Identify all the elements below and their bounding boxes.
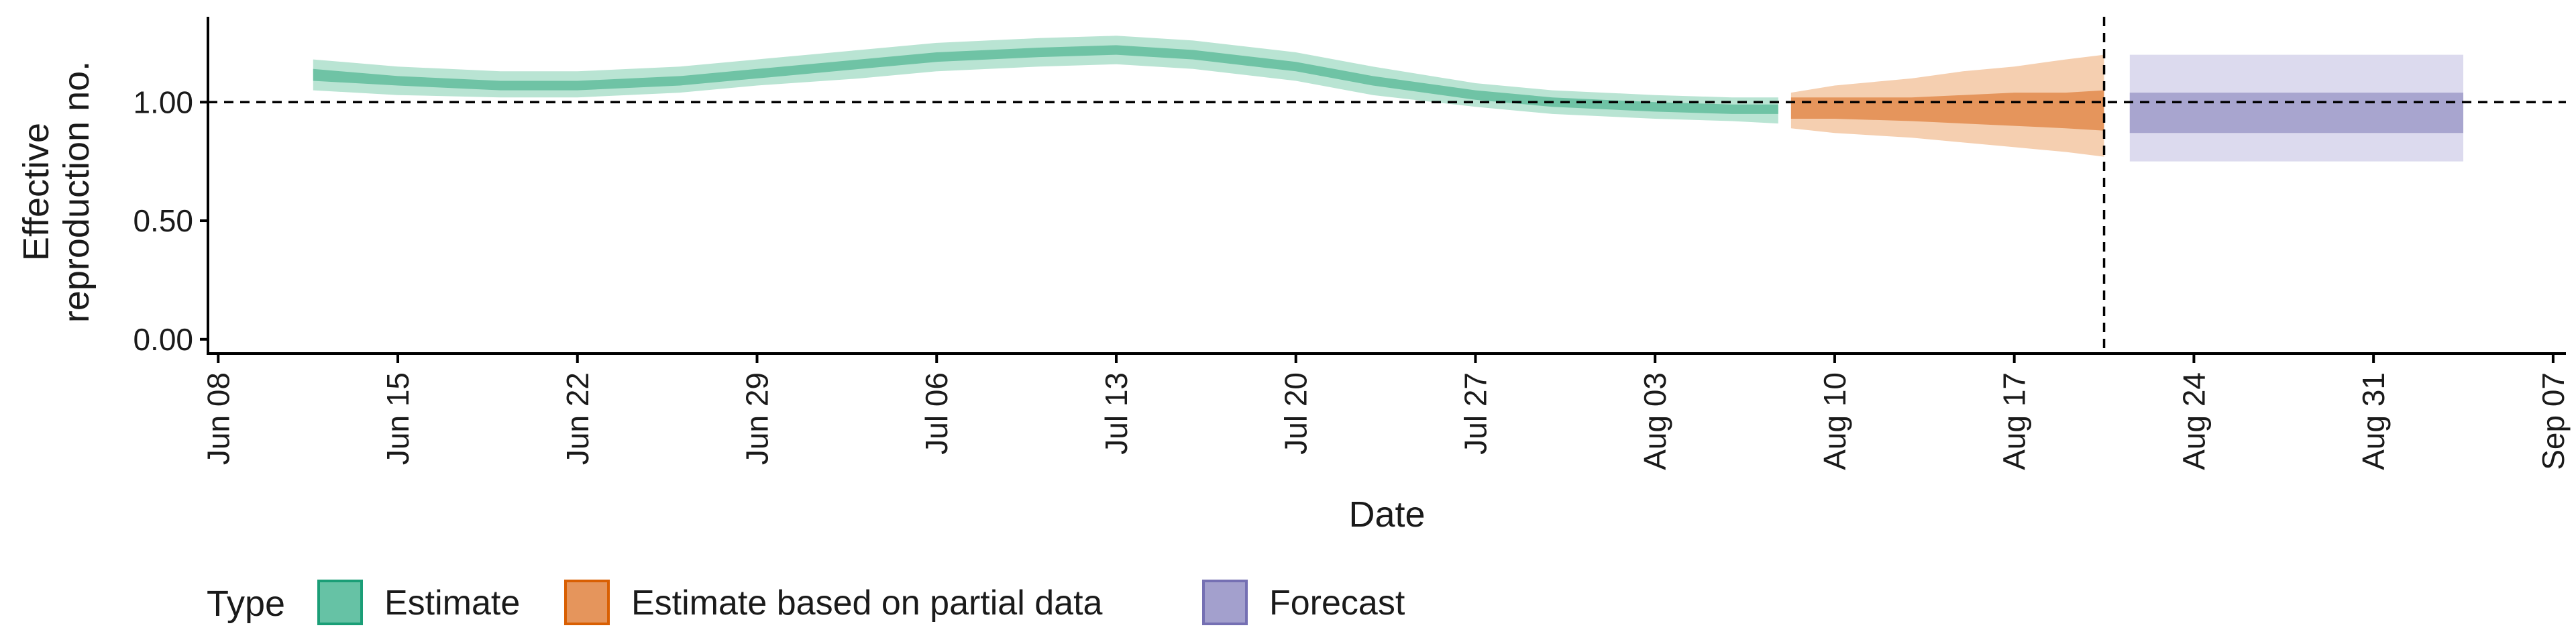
y-tick-label: 1.00	[133, 85, 193, 119]
ribbon-layer	[313, 36, 2463, 162]
x-tick-label: Jul 20	[1279, 372, 1313, 455]
x-tick-label: Jun 15	[380, 372, 415, 465]
y-axis-title-line-2: reproduction no.	[56, 61, 97, 323]
ticks-layer: 0.00 0.50 1.00 Jun 08 Jun 15 Jun 22 Jun 29 Jul …	[133, 85, 2570, 470]
x-tick-label: Aug 31	[2356, 372, 2391, 470]
estimate-based-on-partial-data-ribbon-50	[1790, 90, 2104, 131]
legend: Type Estimate Estimate based on partial d…	[207, 580, 1405, 625]
x-tick-label: Aug 17	[1997, 372, 2032, 470]
x-tick-label: Jun 29	[740, 372, 775, 465]
legend-key-forecast	[1202, 580, 1248, 625]
reference-lines-layer	[208, 17, 2566, 354]
x-tick-label: Jul 27	[1458, 372, 1493, 455]
axes-layer	[207, 17, 2566, 355]
x-axis-title: Date	[1348, 494, 1425, 535]
legend-label-estimate-based-on-partial-data: Estimate based on partial data	[631, 584, 1103, 623]
legend-key-estimate	[317, 580, 363, 625]
x-tick-label: Aug 03	[1638, 372, 1672, 470]
legend-label-estimate: Estimate	[384, 584, 520, 623]
x-tick-label: Sep 07	[2536, 372, 2571, 470]
x-tick-label: Jun 22	[560, 372, 595, 465]
estimate-ribbon-50	[313, 45, 1778, 114]
y-axis-title-line-1: Effective	[16, 123, 56, 261]
y-axis-title: Effective reproduction no.	[16, 61, 97, 323]
x-tick-label: Aug 24	[2176, 372, 2211, 470]
legend-title: Type	[207, 584, 285, 624]
legend-label-forecast: Forecast	[1269, 584, 1405, 623]
y-tick-label: 0.50	[133, 203, 193, 238]
x-tick-label: Jul 06	[919, 372, 954, 455]
forecast-ribbon-50	[2129, 93, 2463, 133]
x-tick-label: Jul 13	[1099, 372, 1134, 455]
x-tick-label: Jun 08	[201, 372, 235, 465]
x-tick-label: Aug 10	[1817, 372, 1852, 470]
legend-key-estimate-based-on-partial-data	[564, 580, 610, 625]
y-tick-label: 0.00	[133, 322, 193, 357]
